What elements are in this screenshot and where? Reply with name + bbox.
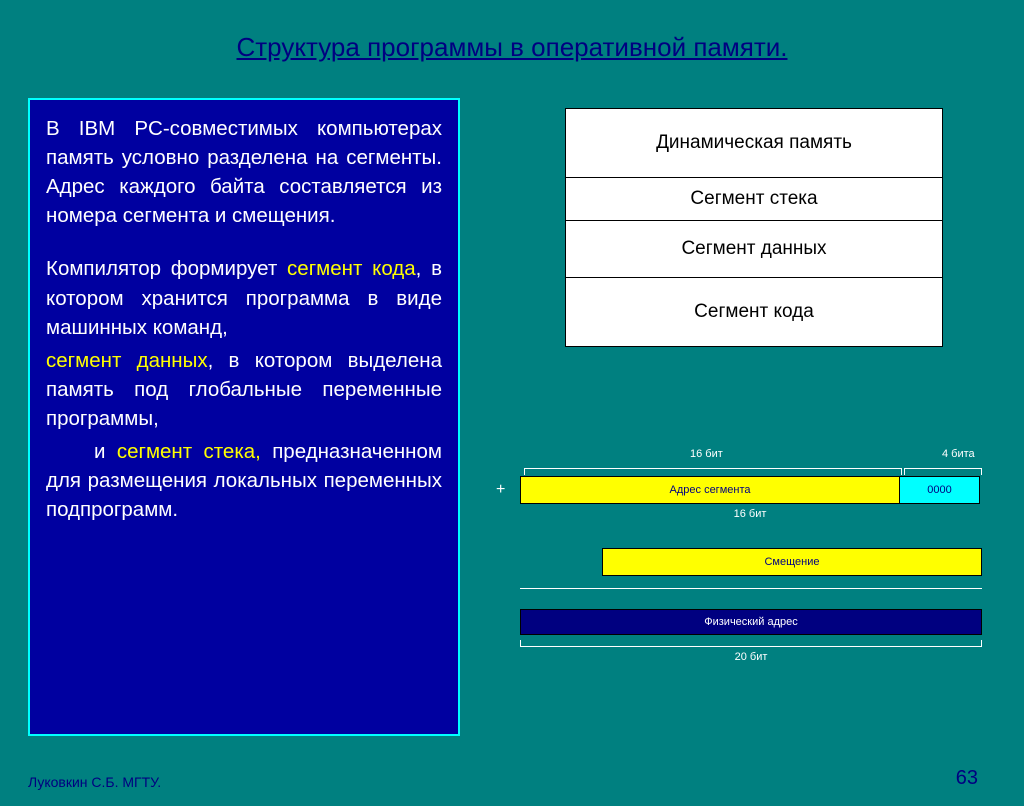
phys-brace: 20 бит <box>520 635 982 661</box>
sub-label-16bit: 16 бит <box>520 508 980 520</box>
memory-layout-table: Динамическая памятьСегмент стекаСегмент … <box>565 108 943 346</box>
brace-shape-left <box>524 468 902 478</box>
brace-shape-right <box>904 468 982 478</box>
brace-row-top: 16 бит 4 бита <box>490 448 1010 476</box>
footer-author: Луковкин С.Б. МГТУ. <box>28 774 161 790</box>
paragraph-4: и сегмент стека, предназначенном для раз… <box>46 437 442 524</box>
spacer <box>46 234 442 250</box>
hl-code-seg: сегмент кода <box>287 257 416 280</box>
paragraph-3: сегмент данных, в котором выделена памят… <box>46 346 442 433</box>
segment-address-bar: Адрес сегмента <box>520 476 900 504</box>
memory-cell: Сегмент данных <box>565 220 943 278</box>
description-box: В IBM PC-совместимых компьютерах память … <box>28 98 460 736</box>
segment-zero-bar: 0000 <box>900 476 980 504</box>
plus-sign: + <box>490 481 520 499</box>
paragraph-2: Компилятор формирует сегмент кода, в кот… <box>46 254 442 341</box>
footer-page-number: 63 <box>956 767 978 790</box>
address-diagram: 16 бит 4 бита + Адрес сегмента 0000 16 б… <box>490 448 1010 661</box>
segment-address-row: + Адрес сегмента 0000 <box>490 476 1010 504</box>
phys-brace-shape <box>520 639 982 647</box>
memory-cell: Сегмент кода <box>565 277 943 347</box>
physical-address-bar: Физический адрес <box>520 609 982 635</box>
hl-data-seg: сегмент данных <box>46 349 208 372</box>
offset-bar: Смещение <box>602 548 982 576</box>
sum-line <box>520 588 982 589</box>
phys-brace-label: 20 бит <box>520 651 982 663</box>
slide-title: Структура программы в оперативной памяти… <box>0 0 1024 63</box>
brace-label-16bit: 16 бит <box>690 448 723 460</box>
memory-cell: Сегмент стека <box>565 177 943 221</box>
brace-label-4bit: 4 бита <box>942 448 975 460</box>
memory-cell: Динамическая память <box>565 108 943 178</box>
hl-stack-seg: сегмент стека, <box>117 440 261 463</box>
paragraph-1: В IBM PC-совместимых компьютерах память … <box>46 114 442 230</box>
